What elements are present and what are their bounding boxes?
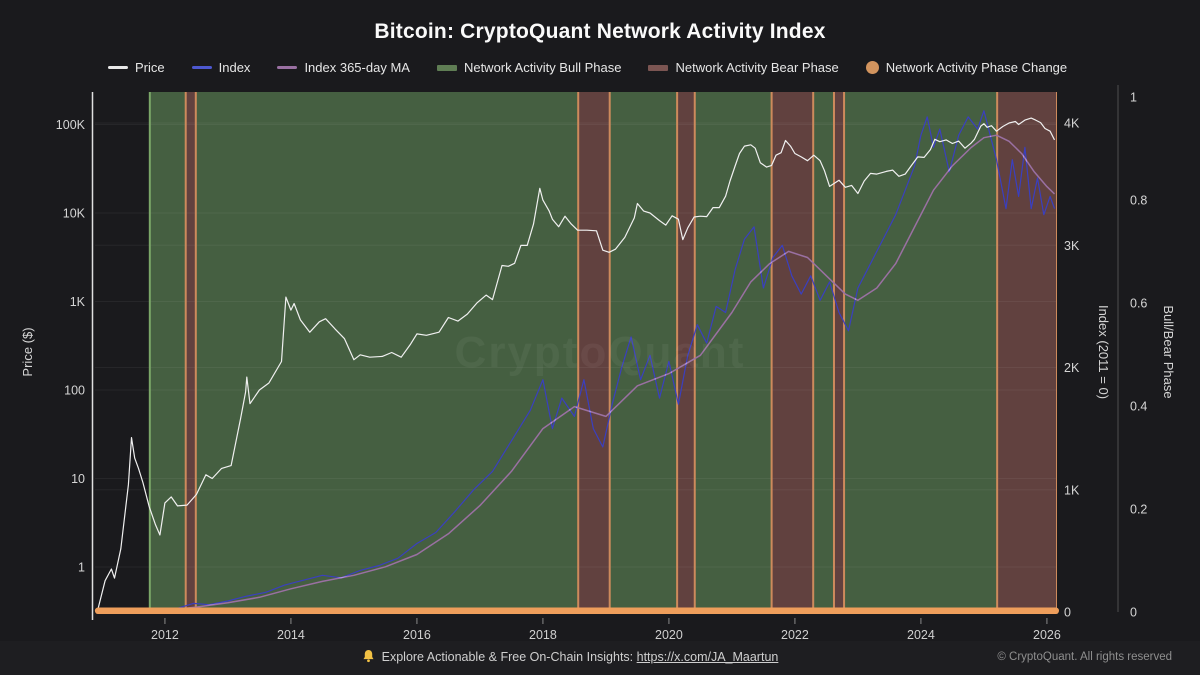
index-tick-label: 4K bbox=[1064, 117, 1080, 131]
x-tick-label: 2012 bbox=[151, 628, 179, 642]
bear-phase-band bbox=[997, 92, 1057, 612]
index-tick-label: 0 bbox=[1064, 606, 1071, 620]
bear-phase-band bbox=[833, 92, 845, 612]
legend-swatch-line-icon bbox=[277, 66, 298, 69]
series-lines bbox=[96, 110, 1056, 612]
index-tick-label: 1K bbox=[1064, 483, 1080, 497]
bear-phase-band bbox=[677, 92, 695, 612]
legend: Price Index Index 365-day MA Network Activi… bbox=[108, 60, 1067, 75]
footer-bar: Explore Actionable & Free On-Chain Insig… bbox=[0, 641, 1200, 675]
legend-swatch-dot-icon bbox=[865, 61, 879, 74]
legend-swatch-band-icon bbox=[648, 64, 669, 71]
price-tick-label: 100 bbox=[64, 384, 85, 398]
legend-label: Network Activity Phase Change bbox=[885, 60, 1068, 75]
legend-swatch-band-icon bbox=[436, 64, 457, 71]
price-tick-label: 1 bbox=[78, 561, 85, 575]
phase-bands bbox=[149, 92, 1057, 612]
phase-tick-label: 0.4 bbox=[1130, 400, 1147, 414]
phase-change-baseline bbox=[94, 607, 1060, 614]
series-line-price bbox=[96, 117, 1056, 612]
x-tick-label: 2022 bbox=[781, 628, 809, 642]
legend-item[interactable]: Network Activity Bear Phase bbox=[648, 60, 839, 75]
legend-item[interactable]: Index bbox=[191, 60, 251, 75]
legend-label: Network Activity Bull Phase bbox=[463, 60, 622, 75]
x-tick-label: 2026 bbox=[1033, 628, 1061, 642]
bear-phase-band bbox=[771, 92, 814, 612]
phase-tick-label: 0.6 bbox=[1130, 297, 1147, 311]
phase-axis-title: Bull/Bear Phase bbox=[1161, 305, 1176, 398]
x-tick-label: 2016 bbox=[403, 628, 431, 642]
legend-label: Price bbox=[135, 60, 165, 75]
legend-label: Index 365-day MA bbox=[304, 60, 410, 75]
phase-tick-label: 1 bbox=[1130, 91, 1137, 105]
legend-item[interactable]: Network Activity Phase Change bbox=[865, 60, 1068, 75]
index-tick-label: 2K bbox=[1064, 361, 1080, 375]
x-tick-label: 2024 bbox=[907, 628, 935, 642]
legend-label: Index bbox=[218, 60, 251, 75]
gridlines bbox=[95, 122, 1057, 613]
series-line-index-365-day-ma bbox=[133, 134, 1056, 612]
insights-link[interactable]: https://x.com/JA_Maartun bbox=[636, 650, 779, 664]
index-axis-title: Index (2011 = 0) bbox=[1096, 305, 1111, 399]
copyright-text: © CryptoQuant. All rights reserved bbox=[997, 651, 1172, 663]
x-tick-label: 2014 bbox=[277, 628, 305, 642]
bear-phase-band bbox=[578, 92, 610, 612]
price-tick-label: 1K bbox=[70, 295, 86, 309]
footer-insights: Explore Actionable & Free On-Chain Insig… bbox=[0, 649, 1170, 666]
series-line-index bbox=[96, 110, 1056, 612]
x-tick-label: 2020 bbox=[655, 628, 683, 642]
legend-label: Network Activity Bear Phase bbox=[675, 60, 839, 75]
chart-title: Bitcoin: CryptoQuant Network Activity In… bbox=[374, 20, 826, 43]
legend-item[interactable]: Price bbox=[108, 60, 165, 75]
x-tick-label: 2018 bbox=[529, 628, 557, 642]
bear-phase-band bbox=[185, 92, 196, 612]
footer-insights-text: Explore Actionable & Free On-Chain Insig… bbox=[381, 650, 637, 664]
price-tick-label: 10 bbox=[71, 472, 85, 486]
phase-tick-label: 0 bbox=[1130, 606, 1137, 620]
price-axis-title: Price ($) bbox=[20, 327, 35, 376]
price-tick-label: 100K bbox=[56, 118, 86, 132]
phase-tick-label: 0.2 bbox=[1130, 503, 1147, 517]
phase-tick-label: 0.8 bbox=[1130, 194, 1147, 208]
price-tick-label: 10K bbox=[63, 207, 86, 221]
legend-swatch-line-icon bbox=[108, 66, 128, 69]
legend-item[interactable]: Network Activity Bull Phase bbox=[436, 60, 622, 75]
index-tick-label: 3K bbox=[1064, 239, 1080, 253]
legend-item[interactable]: Index 365-day MA bbox=[277, 60, 410, 75]
bell-icon bbox=[362, 649, 375, 666]
legend-swatch-line-icon bbox=[191, 66, 212, 69]
phase-change-borders bbox=[148, 92, 1057, 612]
